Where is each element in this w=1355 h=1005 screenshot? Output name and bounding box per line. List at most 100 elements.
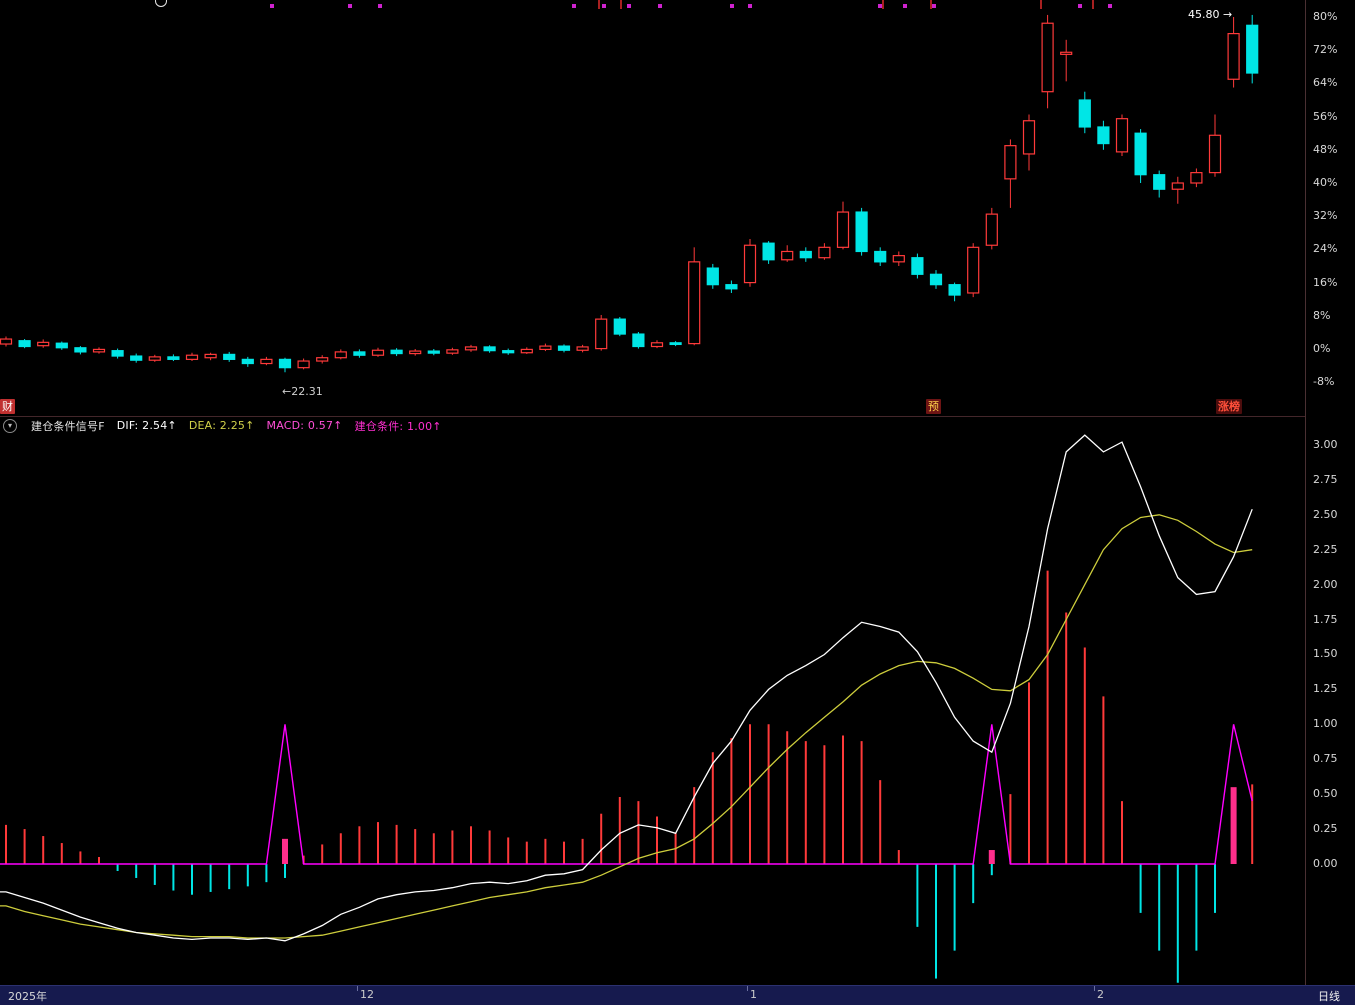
candle[interactable] bbox=[223, 351, 236, 362]
right-price-axis: 80% 72% 64% 56% 48% 40% 32% 24% 16% 8% 0% -8% 3.00 2.… bbox=[1305, 0, 1355, 985]
candle[interactable] bbox=[595, 314, 608, 351]
candle[interactable] bbox=[185, 352, 199, 362]
candle[interactable] bbox=[557, 344, 571, 353]
candle[interactable] bbox=[520, 347, 533, 354]
candle[interactable] bbox=[371, 347, 385, 357]
indicator-axis-tick: 0.75 bbox=[1313, 752, 1338, 766]
candle[interactable] bbox=[967, 243, 980, 298]
candle[interactable] bbox=[427, 349, 440, 356]
macd-indicator-panel[interactable] bbox=[0, 417, 1305, 985]
candle[interactable] bbox=[706, 263, 719, 289]
candle[interactable] bbox=[929, 270, 943, 289]
candle[interactable] bbox=[836, 201, 850, 250]
candle[interactable] bbox=[37, 339, 50, 348]
candle[interactable] bbox=[0, 336, 13, 347]
candle[interactable] bbox=[111, 348, 124, 359]
candle[interactable] bbox=[18, 339, 31, 349]
candle[interactable] bbox=[781, 245, 794, 262]
candle[interactable] bbox=[260, 356, 273, 366]
candle[interactable] bbox=[985, 207, 998, 250]
candle[interactable] bbox=[911, 253, 924, 279]
candle[interactable] bbox=[762, 241, 775, 264]
condition-signal-line bbox=[0, 724, 1253, 865]
price-axis-tick: 16% bbox=[1313, 275, 1338, 289]
timeline-bar[interactable]: 2025年 日线 12 1 2 bbox=[0, 985, 1355, 1005]
candle[interactable] bbox=[632, 331, 645, 349]
candle[interactable] bbox=[278, 357, 292, 373]
candle[interactable] bbox=[743, 239, 757, 287]
candle[interactable] bbox=[1097, 120, 1110, 150]
candle[interactable] bbox=[539, 343, 552, 352]
candle[interactable] bbox=[1153, 170, 1166, 198]
candle[interactable] bbox=[74, 346, 87, 355]
candle[interactable] bbox=[1246, 14, 1259, 84]
candle[interactable] bbox=[725, 280, 738, 293]
candle[interactable] bbox=[1078, 91, 1091, 134]
candle[interactable] bbox=[874, 247, 887, 266]
candle[interactable] bbox=[464, 344, 478, 352]
candle[interactable] bbox=[669, 341, 682, 347]
candlestick-chart[interactable] bbox=[0, 0, 1305, 416]
candle[interactable] bbox=[576, 344, 589, 353]
news-event-marker[interactable]: 预 bbox=[926, 399, 941, 414]
candle[interactable] bbox=[502, 348, 515, 355]
condition-signal-bar bbox=[282, 838, 288, 864]
candle[interactable] bbox=[130, 353, 143, 363]
price-axis-tick: 72% bbox=[1313, 43, 1338, 57]
indicator-axis-tick: 0.00 bbox=[1313, 857, 1338, 870]
month-boundary-tick bbox=[747, 986, 748, 991]
candle[interactable] bbox=[1022, 114, 1036, 171]
indicator-name[interactable]: 建仓条件信号F bbox=[31, 419, 105, 433]
dea-value-label: DEA: 2.25↑ bbox=[188, 419, 255, 432]
period-daily-label[interactable]: 日线 bbox=[1318, 990, 1340, 1003]
year-label: 2025年 bbox=[8, 990, 47, 1003]
candle[interactable] bbox=[1171, 176, 1184, 204]
news-event-marker[interactable]: 涨榜 bbox=[1216, 399, 1242, 414]
candle[interactable] bbox=[855, 207, 868, 256]
candle[interactable] bbox=[316, 355, 329, 364]
signal-dot-marker bbox=[378, 4, 382, 8]
candle[interactable] bbox=[297, 358, 310, 370]
candle[interactable] bbox=[148, 354, 161, 362]
candle[interactable] bbox=[204, 352, 217, 361]
candle[interactable] bbox=[799, 247, 812, 262]
candle[interactable] bbox=[390, 348, 403, 357]
candle[interactable] bbox=[1115, 114, 1129, 157]
indicator-axis-tick: 2.25 bbox=[1313, 542, 1338, 556]
candle[interactable] bbox=[92, 347, 106, 354]
candle[interactable] bbox=[1041, 14, 1054, 109]
candle[interactable] bbox=[1227, 17, 1240, 88]
candle[interactable] bbox=[688, 247, 701, 346]
candle[interactable] bbox=[1134, 129, 1147, 183]
candle[interactable] bbox=[334, 349, 347, 360]
signal-dot-marker bbox=[270, 4, 274, 8]
event-tick-marker bbox=[598, 0, 600, 9]
month-label: 12 bbox=[360, 988, 374, 1001]
candle[interactable] bbox=[948, 282, 961, 302]
candle[interactable] bbox=[167, 354, 180, 362]
candle[interactable] bbox=[409, 349, 422, 356]
candle[interactable] bbox=[446, 347, 459, 355]
macd-indicator-chart[interactable] bbox=[0, 417, 1305, 985]
news-event-marker[interactable]: 财 bbox=[0, 399, 15, 414]
price-chart-panel[interactable]: ←22.31 45.80 → 财 预 涨榜 bbox=[0, 0, 1305, 417]
candle[interactable] bbox=[818, 243, 831, 260]
price-axis-tick: 64% bbox=[1313, 76, 1338, 90]
candle[interactable] bbox=[650, 340, 664, 349]
candle[interactable] bbox=[241, 356, 254, 367]
signal-dot-marker bbox=[1078, 4, 1082, 8]
candle[interactable] bbox=[55, 341, 68, 350]
candle[interactable] bbox=[1190, 168, 1203, 188]
signal-dot-marker bbox=[627, 4, 631, 8]
candle[interactable] bbox=[1004, 139, 1017, 208]
candle[interactable] bbox=[892, 251, 905, 266]
indicator-axis-tick: 1.00 bbox=[1313, 717, 1338, 731]
collapse-indicator-icon[interactable]: ▾ bbox=[3, 418, 17, 433]
candle[interactable] bbox=[483, 345, 496, 353]
candle[interactable] bbox=[613, 317, 626, 337]
candle[interactable] bbox=[353, 349, 366, 358]
candle[interactable] bbox=[1060, 39, 1073, 82]
candle[interactable] bbox=[1208, 114, 1222, 177]
indicator-axis-tick: 2.00 bbox=[1313, 577, 1338, 591]
month-label: 1 bbox=[750, 988, 757, 1001]
